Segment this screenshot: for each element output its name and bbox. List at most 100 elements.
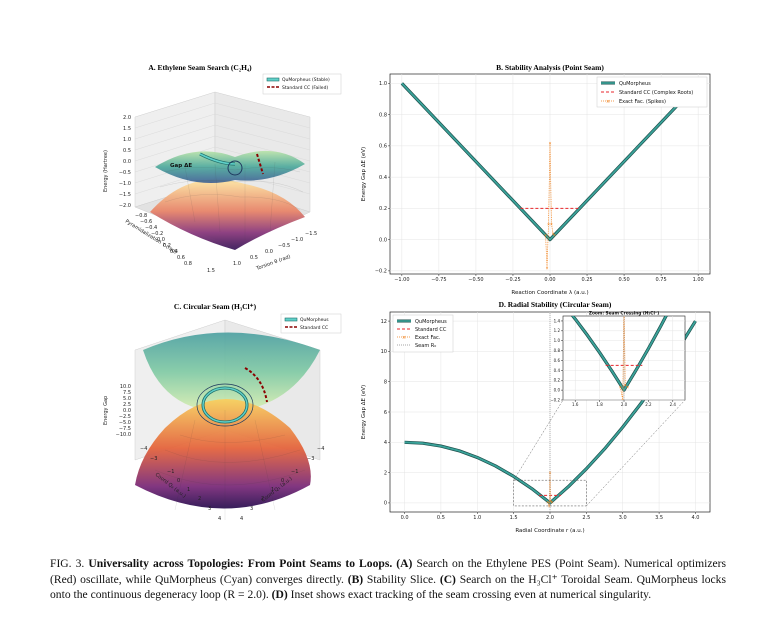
a-xtick: −0.6 bbox=[140, 219, 152, 225]
d-zoom-connector bbox=[586, 399, 686, 507]
a-ytick: 1.0 bbox=[233, 261, 241, 267]
d-xtick-label: 0.0 bbox=[401, 515, 409, 521]
b-ytick-label: 1.0 bbox=[379, 81, 387, 87]
c-ztick: −10.0 bbox=[116, 432, 131, 438]
d-zoom-connector bbox=[513, 399, 564, 481]
a-ztick: 0.5 bbox=[123, 148, 131, 154]
c-ytick: 2 bbox=[261, 496, 264, 502]
d-inset-exact-fac-marker: × bbox=[626, 385, 629, 390]
b-series-exact-fac bbox=[545, 142, 555, 268]
d-inset-ytick-label: 0.0 bbox=[554, 388, 561, 393]
d-inset: 1.6 1.8 2.0 2.2 2.4 −0.2 0.0 0.2 0.4 0.6 0.8 1.0 1.2… bbox=[550, 311, 686, 407]
c-xtick: 1 bbox=[187, 487, 190, 493]
d-legend-entry: Seam R₀ bbox=[415, 343, 436, 349]
d-xtick-label: 3.5 bbox=[655, 515, 663, 521]
a-ztick: −1.5 bbox=[119, 192, 131, 198]
a-xtick: 0.6 bbox=[177, 255, 185, 261]
a-ztick: 2.0 bbox=[123, 115, 131, 121]
b-xtick-label: 0.50 bbox=[619, 277, 630, 283]
d-series-exact-fac bbox=[547, 472, 553, 507]
d-ylabel: Energy Gap ΔE (eV) bbox=[361, 385, 367, 439]
svg-text:×: × bbox=[402, 335, 406, 341]
d-inset-ytick-label: 0.2 bbox=[554, 378, 561, 383]
c-ztick: 7.5 bbox=[123, 390, 131, 396]
d-inset-exact-fac-marker: × bbox=[624, 383, 627, 388]
d-inset-ytick-label: 1.4 bbox=[554, 318, 561, 323]
c-ztick: 2.5 bbox=[123, 402, 131, 408]
d-xtick-label: 2.5 bbox=[582, 515, 590, 521]
c-xtick: −1 bbox=[167, 469, 174, 475]
panel-c-surface-plot: 10.0 7.5 5.0 2.5 0.0 −2.5 −5.0 −7.5 −10.… bbox=[103, 313, 342, 522]
a-ytick: 0.5 bbox=[250, 255, 258, 261]
d-inset-series-qumorpheus bbox=[571, 316, 668, 392]
a-ztick: −0.5 bbox=[119, 170, 131, 176]
caption-c-label: (C) bbox=[439, 572, 456, 586]
d-ytick-label: 0 bbox=[384, 501, 387, 507]
a-legend-entry: QuMorpheus (Stable) bbox=[282, 77, 330, 83]
figure-caption: FIG. 3. Universality across Topologies: … bbox=[50, 556, 726, 603]
d-exact-fac-marker: × bbox=[546, 500, 549, 505]
panel-d-chart: 0.0 0.5 1.0 1.5 2.0 2.5 3.0 3.5 4.0 0 2 4 6 8 10 12 × × ×… bbox=[361, 311, 711, 534]
b-legend-entry: Exact Fac. (Spikes) bbox=[619, 99, 666, 105]
a-xtick: 0.8 bbox=[184, 261, 192, 267]
b-exact-fac-marker: × bbox=[553, 232, 556, 237]
a-zlabel: Energy (Hartree) bbox=[103, 150, 109, 192]
d-legend-entry: Standard CC bbox=[415, 327, 447, 333]
a-ytick: 1.5 bbox=[207, 268, 215, 274]
a-ztick: 0.0 bbox=[123, 159, 131, 165]
d-zoom-box bbox=[513, 479, 587, 507]
c-ztick: 10.0 bbox=[120, 384, 131, 390]
a-legend bbox=[262, 73, 342, 95]
c-ytick: 1 bbox=[271, 487, 274, 493]
d-xtick-label: 2.0 bbox=[546, 515, 554, 521]
c-ztick: −7.5 bbox=[119, 426, 131, 432]
b-exact-fac-marker: × bbox=[548, 140, 551, 145]
d-inset-ticks: 1.6 1.8 2.0 2.2 2.4 −0.2 0.0 0.2 0.4 0.6 0.8 1.0 1.2… bbox=[550, 318, 676, 407]
b-xtick-label: −0.75 bbox=[431, 277, 446, 283]
a-ytick: −0.5 bbox=[278, 243, 290, 249]
c-xtick: 3 bbox=[208, 506, 211, 512]
d-exact-fac-marker: × bbox=[548, 503, 551, 508]
d-ytick-label: 2 bbox=[384, 470, 387, 476]
b-exact-fac-marker: × bbox=[544, 232, 547, 237]
caption-d-text: Inset shows exact tracking of the seam c… bbox=[287, 588, 652, 601]
d-xlabel: Radial Coordinate r (a.u.) bbox=[515, 528, 584, 534]
d-ytick-label: 6 bbox=[384, 410, 387, 416]
d-inset-ytick-label: 0.6 bbox=[554, 358, 561, 363]
upper-surface bbox=[155, 150, 305, 184]
c-ztick: 0.0 bbox=[123, 408, 131, 414]
b-xtick-label: −0.25 bbox=[505, 277, 520, 283]
standard-cc-path bbox=[256, 153, 264, 175]
b-xlabel: Reaction Coordinate λ (a.u.) bbox=[511, 290, 588, 296]
d-xtick-label: 3.0 bbox=[619, 515, 627, 521]
panel-b-chart: −1.00 −0.75 −0.50 −0.25 0.00 0.25 0.50 0.75 1.00… bbox=[361, 73, 711, 296]
a-xtick: −0.2 bbox=[151, 231, 163, 237]
caption-b-text: Stability Slice. bbox=[363, 572, 440, 586]
c-ytick: −3 bbox=[307, 456, 314, 462]
d-ytick-label: 8 bbox=[384, 379, 387, 385]
d-legend: QuMorpheus Standard CC × Exact Fac. Seam… bbox=[392, 314, 454, 353]
c-xtick: 2 bbox=[198, 496, 201, 502]
b-legend: QuMorpheus Standard CC (Complex Roots) ×… bbox=[596, 76, 708, 108]
b-exact-fac-marker: × bbox=[547, 222, 550, 227]
c-ytick: 4 bbox=[240, 516, 243, 522]
d-inset-ytick-label: 0.8 bbox=[554, 348, 561, 353]
a-xtick: −0.4 bbox=[145, 225, 157, 231]
d-exact-fac-marker: × bbox=[548, 470, 551, 475]
b-legend-entry: QuMorpheus bbox=[619, 81, 651, 87]
b-ytick-label: 0.4 bbox=[379, 175, 387, 181]
c-xtick: −3 bbox=[150, 456, 157, 462]
upper-cone bbox=[143, 332, 320, 411]
panel-a-surface-plot: Gap ΔE 2.0 1.5 1.0 0.5 0.0 −0.5 −1.0 −1.… bbox=[103, 73, 342, 274]
d-inset-ytick-label: 1.2 bbox=[554, 328, 561, 333]
panel-b-title: B. Stability Analysis (Point Seam) bbox=[496, 63, 604, 72]
d-xtick-label: 1.0 bbox=[473, 515, 481, 521]
b-series: ××××××× bbox=[400, 82, 700, 270]
d-inset-xtick-label: 1.6 bbox=[572, 402, 579, 407]
panel-d-title: D. Radial Stability (Circular Seam) bbox=[498, 300, 612, 309]
d-exact-fac-marker: × bbox=[549, 499, 552, 504]
b-legend-entry: Standard CC (Complex Roots) bbox=[619, 90, 693, 96]
a-xtick: 0.0 bbox=[157, 237, 165, 243]
d-ytick-label: 10 bbox=[381, 349, 387, 355]
b-xtick-label: 1.00 bbox=[693, 277, 704, 283]
